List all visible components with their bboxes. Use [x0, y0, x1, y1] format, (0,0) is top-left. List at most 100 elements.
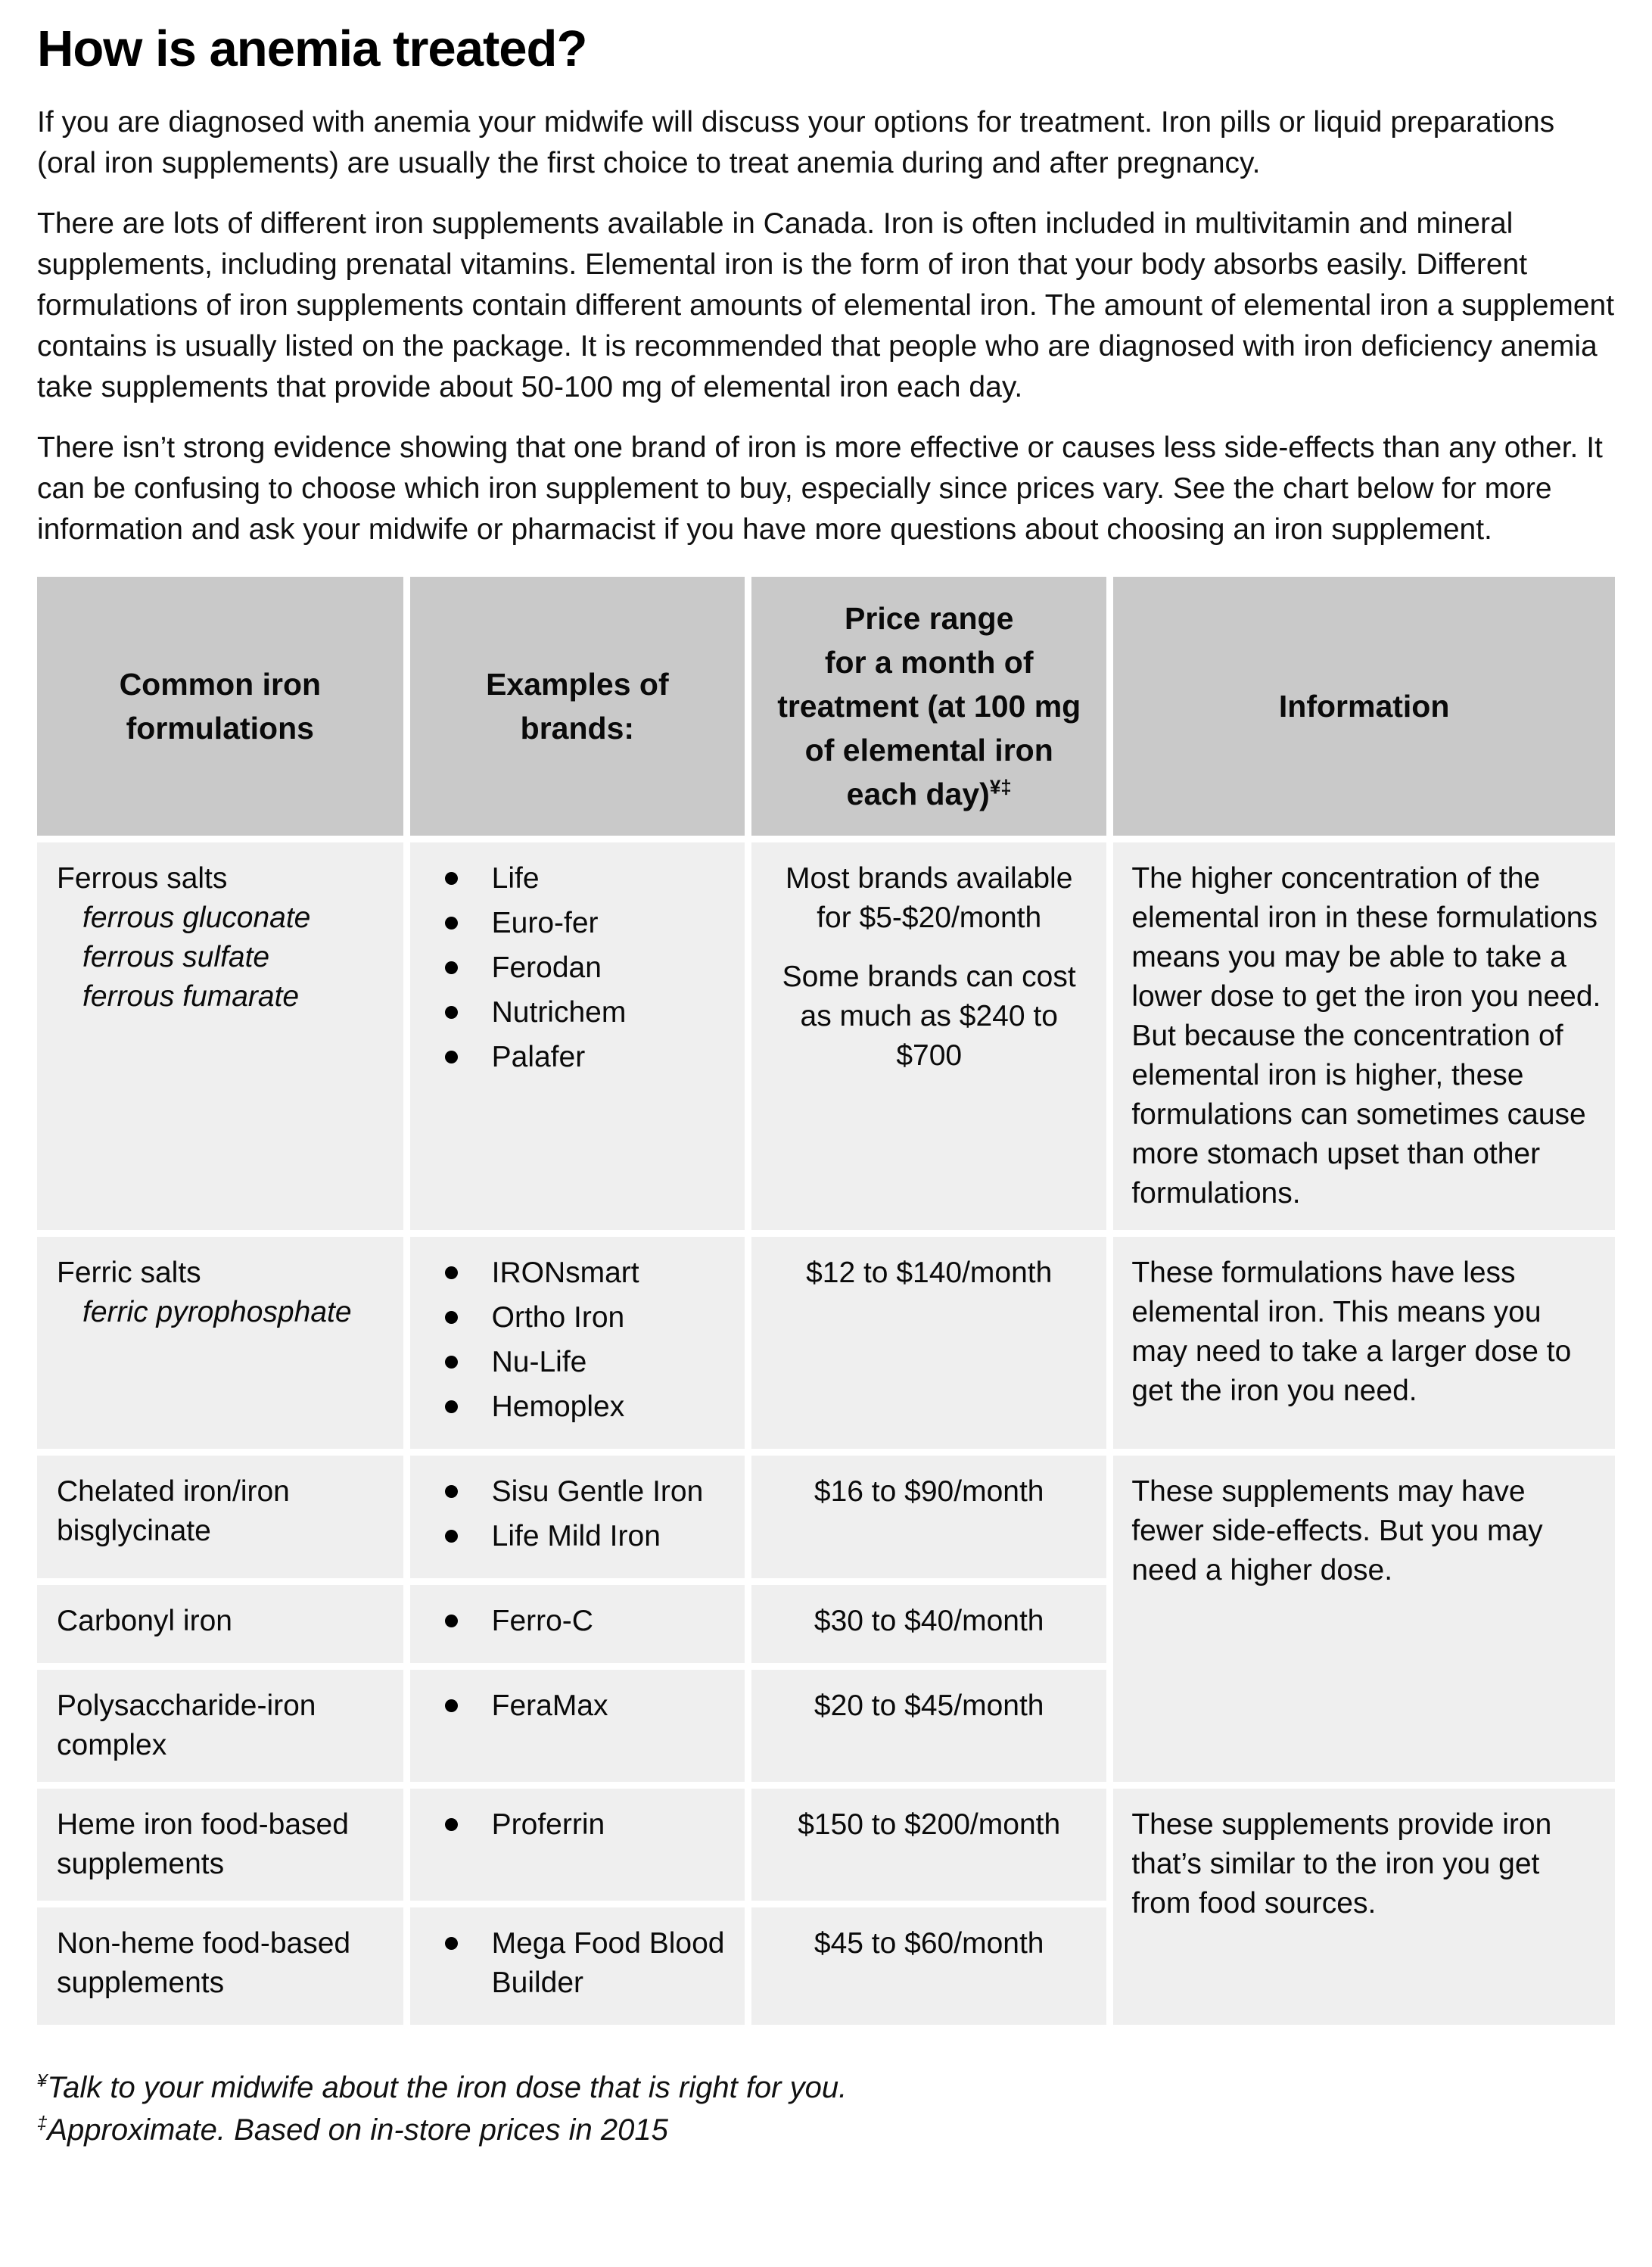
- brand-name: IRONsmart: [491, 1257, 639, 1289]
- brand-name: Hemoplex: [491, 1390, 625, 1423]
- bullet-icon: [444, 1400, 458, 1413]
- price-header-superscript: ¥‡: [989, 775, 1012, 799]
- brand-name: Euro-fer: [491, 907, 599, 939]
- intro-paragraph: If you are diagnosed with anemia your mi…: [37, 106, 1555, 179]
- brand-name: Palafer: [491, 1041, 586, 1073]
- price-line: $20 to $45/month: [814, 1689, 1044, 1722]
- footnote-text: Talk to your midwife about the iron dose…: [47, 2071, 848, 2104]
- price-line: $12 to $140/month: [806, 1257, 1053, 1289]
- formulation-cell: Chelated iron/iron bisglycinate: [37, 1456, 403, 1578]
- brand-item: FeraMax: [425, 1686, 730, 1726]
- table-row: Polysaccharide-iron complex FeraMax $20 …: [37, 1670, 1615, 1782]
- price-cell: $16 to $90/month: [751, 1456, 1107, 1578]
- formulation-cell: Ferric salts ferric pyrophosphate: [37, 1237, 403, 1449]
- table-row: Non-heme food-based supplements Mega Foo…: [37, 1907, 1615, 2025]
- bullet-icon: [444, 961, 458, 974]
- brand-item: Life Mild Iron: [425, 1517, 730, 1556]
- brand-item: Ferodan: [425, 948, 730, 988]
- price-cell: $30 to $40/month: [751, 1585, 1107, 1663]
- brand-name: Proferrin: [491, 1808, 605, 1841]
- price-header-line1: Price range: [845, 601, 1014, 636]
- brand-item: Proferrin: [425, 1805, 730, 1845]
- column-header-formulations: Common iron formulations: [37, 577, 403, 836]
- info-cell: The higher concentration of the elementa…: [1113, 842, 1615, 1230]
- brand-item: Sisu Gentle Iron: [425, 1472, 730, 1512]
- formulation-cell: Polysaccharide-iron complex: [37, 1670, 403, 1782]
- price-cell: $12 to $140/month: [751, 1237, 1107, 1449]
- brand-name: Nu-Life: [491, 1346, 587, 1378]
- price-line: $16 to $90/month: [814, 1475, 1044, 1508]
- info-cell: These supplements provide iron that’s si…: [1113, 1789, 1615, 2025]
- bullet-icon: [444, 1615, 458, 1627]
- brand-name: FeraMax: [491, 1689, 608, 1722]
- brands-cell: Sisu Gentle Iron Life Mild Iron: [409, 1456, 745, 1578]
- brand-name: Sisu Gentle Iron: [491, 1475, 704, 1508]
- formulation-name: Ferric salts: [57, 1257, 201, 1289]
- footnote: ¥Talk to your midwife about the iron dos…: [37, 2066, 1615, 2109]
- brand-item: Euro-fer: [425, 904, 730, 943]
- brands-cell: Ferro-C: [409, 1585, 745, 1663]
- price-line: $30 to $40/month: [814, 1605, 1044, 1637]
- bullet-icon: [444, 1699, 458, 1712]
- price-line: Most brands available for $5-$20/month: [786, 862, 1073, 934]
- bullet-icon: [444, 1937, 458, 1950]
- brand-name: Nutrichem: [491, 996, 627, 1029]
- formulation-name: Chelated iron/iron bisglycinate: [57, 1475, 290, 1547]
- price-line: $45 to $60/month: [814, 1927, 1044, 1960]
- price-line: $150 to $200/month: [798, 1808, 1061, 1841]
- price-cell: $150 to $200/month: [751, 1789, 1107, 1901]
- price-header-line2: for a month of treatment (at 100 mg of e…: [777, 645, 1081, 811]
- bullet-icon: [444, 1311, 458, 1324]
- footnote: ‡Approximate. Based on in-store prices i…: [37, 2109, 1615, 2151]
- formulation-sub-item: ferrous fumarate: [82, 980, 300, 1013]
- table-row: Heme iron food-based supplements Proferr…: [37, 1789, 1615, 2025]
- formulation-name: Carbonyl iron: [57, 1605, 232, 1637]
- brand-item: Hemoplex: [425, 1387, 730, 1427]
- intro-paragraph: There isn’t strong evidence showing that…: [37, 431, 1603, 546]
- formulation-name: Ferrous salts: [57, 862, 228, 895]
- bullet-icon: [444, 1266, 458, 1279]
- iron-supplements-table: Common iron formulations Examples of bra…: [30, 570, 1622, 2032]
- brands-cell: FeraMax: [409, 1670, 745, 1782]
- brand-item: Nutrichem: [425, 993, 730, 1032]
- formulation-name: Non-heme food-based supplements: [57, 1927, 351, 1999]
- brand-name: Ferodan: [491, 951, 602, 984]
- brands-cell: Life Euro-fer Ferodan Nutrichem Palafer: [409, 842, 745, 1230]
- table-row: Ferric salts ferric pyrophosphate IRONsm…: [37, 1237, 1615, 1449]
- column-header-price: Price range for a month of treatment (at…: [751, 577, 1107, 836]
- table-header-row: Common iron formulations Examples of bra…: [37, 577, 1615, 836]
- brand-name: Ferro-C: [491, 1605, 593, 1637]
- formulation-sub-item: ferrous sulfate: [82, 941, 270, 973]
- page-title: How is anemia treated?: [37, 20, 587, 77]
- column-header-information: Information: [1113, 577, 1615, 836]
- brand-name: Mega Food Blood Builder: [491, 1927, 725, 1999]
- price-cell: $20 to $45/month: [751, 1670, 1107, 1782]
- bullet-icon: [444, 1356, 458, 1369]
- bullet-icon: [444, 1818, 458, 1831]
- info-cell: These formulations have less elemental i…: [1113, 1237, 1615, 1449]
- footnote-marker: ‡: [37, 2113, 48, 2134]
- footnotes-section: ¥Talk to your midwife about the iron dos…: [37, 2066, 1615, 2151]
- bullet-icon: [444, 1006, 458, 1019]
- brand-name: Ortho Iron: [491, 1301, 625, 1334]
- bullet-icon: [444, 1051, 458, 1063]
- brand-item: IRONsmart: [425, 1253, 730, 1293]
- brand-item: Palafer: [425, 1038, 730, 1077]
- brand-item: Ferro-C: [425, 1602, 730, 1641]
- formulation-sub-item: ferric pyrophosphate: [82, 1296, 352, 1328]
- brand-item: Life: [425, 859, 730, 898]
- bullet-icon: [444, 1485, 458, 1498]
- bullet-icon: [444, 1530, 458, 1543]
- column-header-brands: Examples of brands:: [409, 577, 745, 836]
- formulation-cell: Carbonyl iron: [37, 1585, 403, 1663]
- formulation-sub-item: ferrous gluconate: [82, 902, 311, 934]
- intro-paragraph: There are lots of different iron supplem…: [37, 207, 1615, 403]
- price-line: Some brands can cost as much as $240 to …: [782, 961, 1076, 1072]
- price-cell: Most brands available for $5-$20/month S…: [751, 842, 1107, 1230]
- brands-cell: IRONsmart Ortho Iron Nu-Life Hemoplex: [409, 1237, 745, 1449]
- formulation-cell: Ferrous salts ferrous gluconate ferrous …: [37, 842, 403, 1230]
- brands-cell: Proferrin: [409, 1789, 745, 1901]
- footnote-marker: ¥: [37, 2070, 48, 2091]
- formulation-name: Polysaccharide-iron complex: [57, 1689, 316, 1761]
